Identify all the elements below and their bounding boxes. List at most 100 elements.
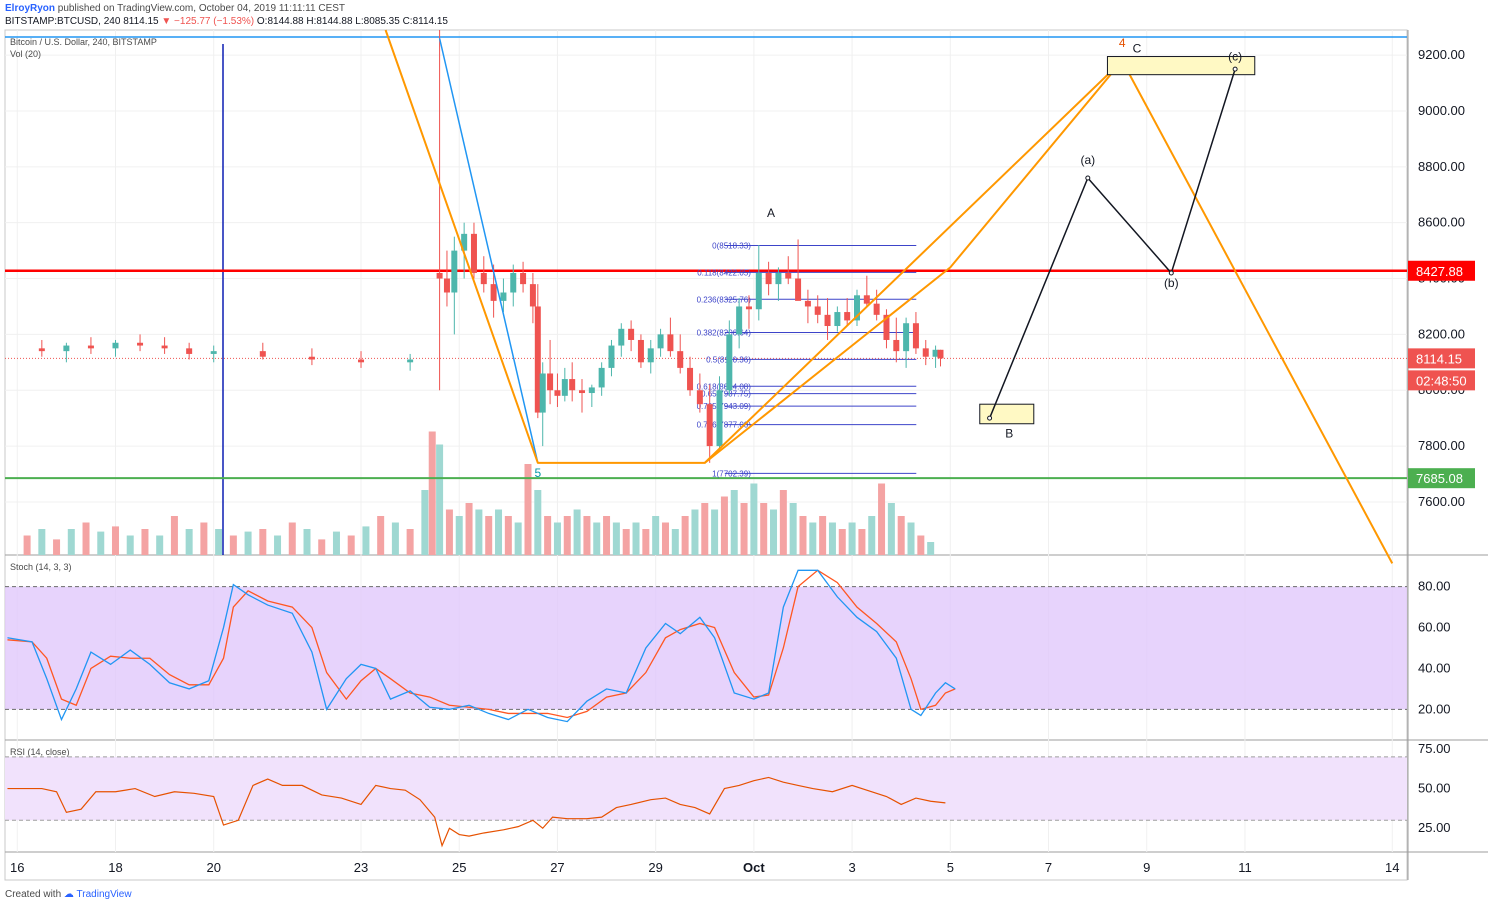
volume-bar (838, 529, 846, 555)
candle-body (726, 334, 733, 391)
impulse-blue-line (438, 38, 539, 464)
candle-body (112, 342, 119, 349)
stoch-tick-label: 40.00 (1418, 660, 1451, 675)
volume-bar (156, 535, 164, 555)
candle (893, 317, 900, 363)
time-tick-label: 29 (648, 860, 662, 875)
fib-level-label: 0(8518.33) (712, 241, 751, 250)
candle-body (87, 345, 94, 349)
candle (480, 256, 487, 293)
author-name[interactable]: ElroyRyon (5, 3, 56, 14)
last-price-text: 8114.15 (123, 16, 159, 27)
candle (667, 317, 674, 357)
target-zone-box (1106, 56, 1256, 76)
candle (765, 261, 772, 296)
volume-bar (347, 535, 355, 555)
footer: Created with ☁ TradingView (5, 889, 132, 900)
volume-bar (887, 503, 895, 555)
candle (775, 267, 782, 301)
candle (937, 349, 944, 367)
candle-body (677, 351, 684, 368)
volume-bar (779, 490, 787, 555)
candle (112, 339, 119, 357)
candle-body (520, 272, 527, 285)
candle (161, 337, 168, 354)
candle-body (534, 306, 541, 413)
candle-body (628, 328, 635, 340)
candle (716, 376, 723, 452)
fib-level-label: 0.382(8206.64) (697, 329, 752, 338)
volume-bar (868, 516, 876, 555)
volume-bar (563, 516, 571, 555)
candle-body (657, 334, 664, 349)
time-tick-label: 9 (1143, 860, 1150, 875)
chart-header: ElroyRyon published on TradingView.com, … (0, 0, 1488, 30)
volume-bar (652, 516, 660, 555)
candle (755, 245, 762, 321)
candle (863, 275, 870, 307)
candle (186, 342, 193, 360)
candle (834, 306, 841, 332)
candle (657, 328, 664, 357)
candle (745, 295, 752, 329)
wave-label: (c) (1228, 50, 1242, 64)
candle-body (561, 379, 568, 396)
candle-body (637, 339, 644, 363)
volume-bar (406, 529, 414, 555)
bar-countdown-tag-bg (1408, 370, 1475, 391)
support-price-tag: 7685.08 (1416, 471, 1463, 486)
time-tick-label: 3 (848, 860, 855, 875)
volume-bar (593, 522, 601, 555)
volume-bar (274, 535, 282, 555)
candle (534, 284, 541, 419)
volume-bar (819, 516, 827, 555)
volume-bar (170, 516, 178, 555)
rsi-line (7, 776, 946, 848)
candle (529, 272, 536, 324)
horizontal-grid (5, 54, 1407, 503)
candle-body (937, 349, 944, 359)
volume-bar (720, 496, 728, 555)
rsi-band (5, 756, 1407, 821)
candle (561, 367, 568, 402)
wave-label: (a) (1080, 153, 1095, 167)
candle-body (873, 303, 880, 315)
volume-bar (553, 522, 561, 555)
support-price-tag-bg (1408, 468, 1475, 489)
volume-bar (858, 529, 866, 555)
candle-body (510, 272, 517, 293)
time-axis: 16 18 20 23 25 27 29 Oct 3 5 7 9 11 14 (10, 860, 1399, 875)
candle-body (451, 250, 458, 293)
candle (814, 295, 821, 324)
volume-bar (760, 503, 768, 555)
candle (137, 334, 144, 352)
volume-bar (612, 522, 620, 555)
volume-bar (917, 535, 925, 555)
volume-bar (229, 535, 237, 555)
candle (873, 289, 880, 321)
volume-bar (730, 490, 738, 555)
volume-bar (603, 516, 611, 555)
volume-bar (750, 483, 758, 555)
volume-bar (770, 509, 778, 555)
candle (736, 298, 743, 349)
candle (308, 348, 315, 366)
candle (804, 289, 811, 324)
time-tick-label: 18 (108, 860, 122, 875)
volume-bar (897, 516, 905, 555)
candle-body (490, 284, 497, 301)
candle (500, 278, 507, 313)
candle-body (804, 300, 811, 307)
volume-bar (421, 490, 429, 555)
candle-body (755, 272, 762, 310)
candle (696, 373, 703, 413)
stoch-tick-label: 60.00 (1418, 620, 1451, 635)
resistance-price-tag-bg (1408, 260, 1475, 281)
tradingview-brand[interactable]: TradingView (76, 889, 132, 900)
publish-info: ElroyRyon published on TradingView.com, … (5, 3, 345, 14)
price-tick-label: 7600.00 (1418, 494, 1465, 509)
candle (726, 320, 733, 396)
candle (618, 323, 625, 357)
candle-body (854, 295, 861, 321)
